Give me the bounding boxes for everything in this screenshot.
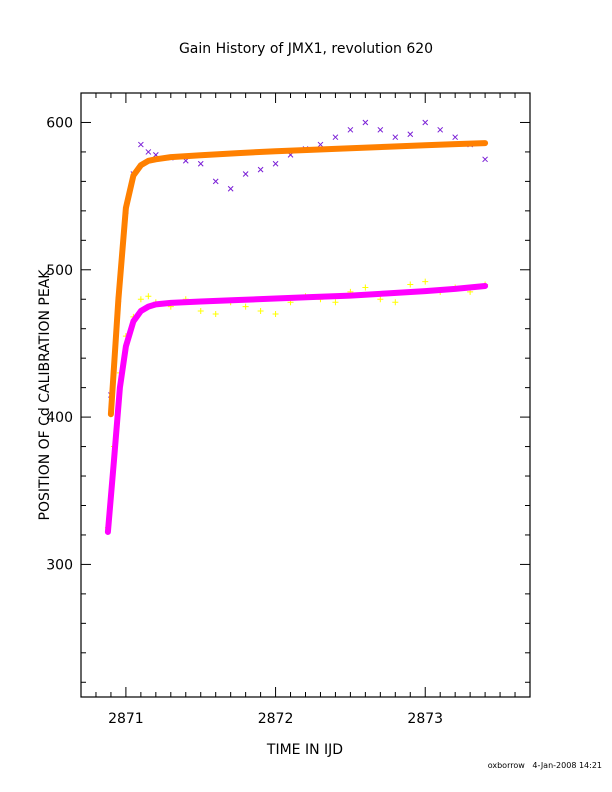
upper-data-series xyxy=(108,119,488,398)
chart-title: Gain History of JMX1, revolution 620 xyxy=(179,41,433,57)
upper-data-point xyxy=(272,160,279,167)
footer-stamp: oxborrow 4-Jan-2008 14:21 xyxy=(488,761,602,770)
axis-ticks: 2871 2872 2873 300 400 500 600 xyxy=(46,92,531,727)
lower-data-point xyxy=(242,303,249,310)
upper-data-point xyxy=(407,131,414,138)
upper-data-point xyxy=(212,178,219,185)
lower-data-point xyxy=(197,308,204,315)
plot-frame xyxy=(80,92,531,698)
plot-area xyxy=(104,119,489,535)
upper-data-point xyxy=(257,166,264,173)
upper-data-point xyxy=(452,134,459,141)
x-tick-label: 2873 xyxy=(407,711,443,727)
upper-data-point xyxy=(422,119,429,126)
y-tick-label: 600 xyxy=(46,115,73,131)
upper-data-point xyxy=(197,160,204,167)
y-tick-label: 300 xyxy=(46,557,73,573)
y-tick-label: 500 xyxy=(46,263,73,279)
y-tick-label: 400 xyxy=(46,410,73,426)
lower-data-point xyxy=(137,296,144,303)
upper-fit-line xyxy=(107,140,489,418)
lower-fit-line xyxy=(104,283,489,535)
lower-data-point xyxy=(212,310,219,317)
y-axis-label: POSITION OF Cd CALIBRATION PEAK xyxy=(37,269,53,521)
upper-data-point xyxy=(145,149,152,155)
upper-data-point xyxy=(138,141,144,148)
upper-data-point xyxy=(362,119,369,126)
x-tick-label: 2871 xyxy=(108,711,144,727)
lower-data-point xyxy=(145,293,152,300)
upper-data-point xyxy=(242,171,249,177)
lower-data-point xyxy=(392,299,399,306)
upper-data-point xyxy=(227,185,234,192)
upper-data-point xyxy=(317,141,324,148)
lower-data-point xyxy=(272,310,279,317)
upper-data-point xyxy=(392,134,399,141)
lower-data-point xyxy=(407,281,414,288)
upper-data-point xyxy=(377,126,384,133)
lower-data-point xyxy=(257,308,264,315)
x-axis-label: TIME IN IJD xyxy=(266,742,343,758)
lower-data-point xyxy=(362,284,369,291)
upper-data-point xyxy=(437,126,444,133)
upper-data-point xyxy=(347,126,354,133)
upper-data-point xyxy=(332,134,339,141)
lower-data-point xyxy=(332,299,339,306)
lower-data-point xyxy=(377,296,384,303)
upper-data-point xyxy=(482,156,488,163)
lower-data-point xyxy=(422,278,429,285)
lower-data-series xyxy=(104,278,489,531)
x-tick-label: 2872 xyxy=(258,711,294,727)
